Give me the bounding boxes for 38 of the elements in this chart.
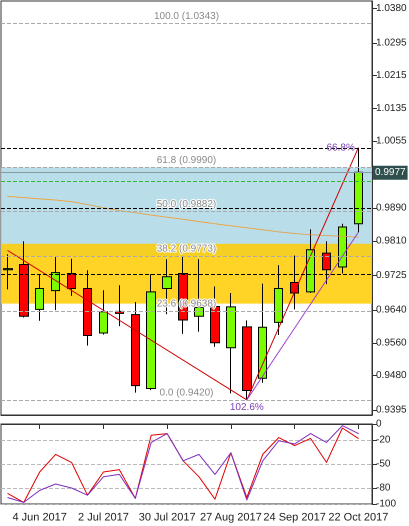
candlestick <box>338 223 347 274</box>
y-tick-label: -50 <box>376 458 391 470</box>
y-tick-label: 1.0215 <box>376 70 408 82</box>
y-tick-label: 0 <box>376 418 382 430</box>
ref-line-label: 0.0 (0.9420) <box>160 387 214 398</box>
line-series <box>7 196 359 238</box>
y-tick-label: 0.9640 <box>376 304 408 316</box>
x-tick-label: 24 Sep 2017 <box>263 512 326 524</box>
y-tick-label: 1.0055 <box>376 135 408 146</box>
x-tick-label: 30 Jul 2017 <box>138 512 196 524</box>
y-tick-label: -20 <box>376 434 391 446</box>
y-tick-label: 0.9890 <box>376 202 408 214</box>
candlestick <box>99 290 108 336</box>
y-tick-label: 0.9725 <box>376 270 408 282</box>
ref-line-label: 100.0 (1.0343) <box>154 10 220 22</box>
y-tick-label: -100 <box>376 498 396 510</box>
annotation: 102.6% <box>230 402 264 414</box>
candlestick <box>226 292 236 394</box>
candlestick <box>131 302 140 394</box>
x-tick-label: 2 Jul 2017 <box>78 512 129 524</box>
y-tick-label: 1.0135 <box>376 102 408 114</box>
y-tick-label: 1.0380 <box>376 2 408 14</box>
x-tick-label: 22 Oct 2017 <box>328 512 388 524</box>
x-tick-label: 4 Jun 2017 <box>12 512 67 524</box>
candlestick <box>258 283 267 384</box>
candlestick <box>115 284 124 327</box>
y-tick-label: -80 <box>376 482 391 494</box>
y-tick-label: 0.9480 <box>376 370 408 381</box>
y-tick-label: 0.9395 <box>376 404 408 416</box>
ref-line-label: 38.2 (0.9773) <box>156 243 216 254</box>
x-tick-label: 27 Aug 2017 <box>200 512 262 524</box>
y-tick-label: 0.9810 <box>376 235 408 246</box>
ref-line-label: 50.0 (0.9882) <box>156 198 216 210</box>
ref-line-label: 0.9977 <box>375 167 406 178</box>
candlestick <box>242 320 252 400</box>
y-tick-label: 0.9560 <box>376 337 408 348</box>
ref-line-label: 61.8 (0.9990) <box>156 154 216 166</box>
y-tick-label: 1.0295 <box>376 38 408 49</box>
